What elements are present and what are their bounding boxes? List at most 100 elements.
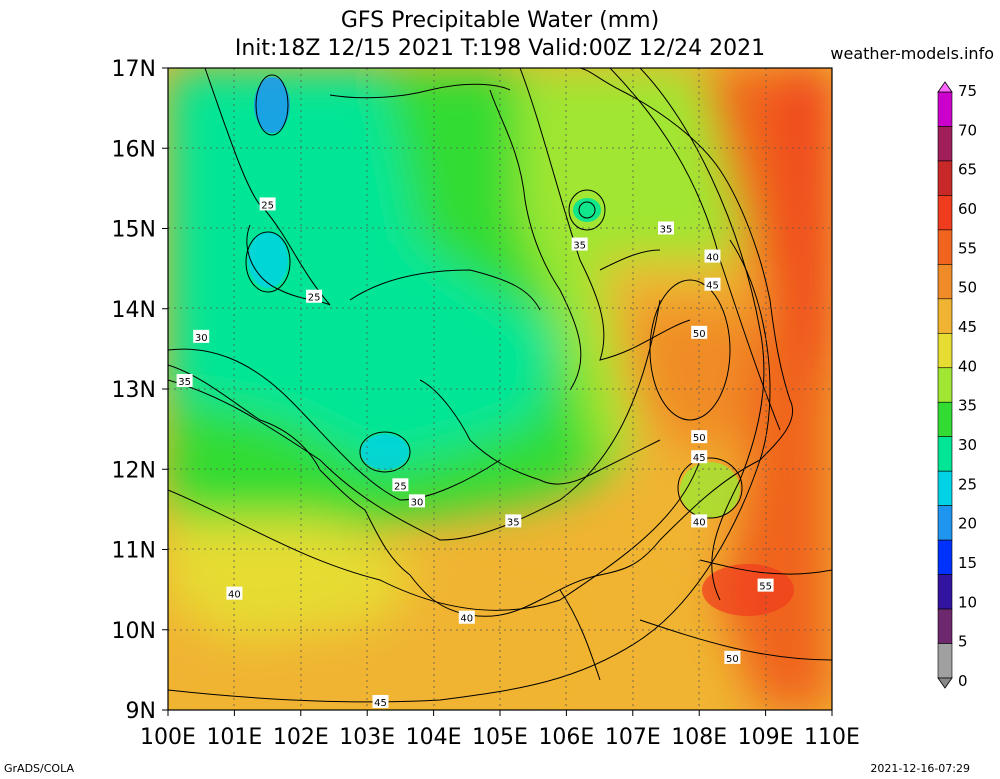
latitude-axis: 17N 16N 15N 14N 13N 12N 11N 10N 9N <box>112 57 168 724</box>
colorbar-label: 40 <box>958 357 977 375</box>
contour-label: 25 <box>306 289 323 304</box>
contour-label: 35 <box>176 373 193 388</box>
lon-tick-label: 109E <box>738 725 794 750</box>
colorbar-swatch <box>937 264 953 300</box>
lon-tick-label: 107E <box>605 725 661 750</box>
lon-tick-label: 108E <box>671 725 727 750</box>
svg-text:40: 40 <box>228 590 241 601</box>
svg-text:30: 30 <box>195 333 208 344</box>
lon-tick-label: 102E <box>273 725 329 750</box>
colorbar-swatch <box>937 505 953 541</box>
svg-text:35: 35 <box>573 241 586 252</box>
svg-text:50: 50 <box>693 329 706 340</box>
lon-tick-label: 106E <box>538 725 594 750</box>
colorbar-swatch <box>937 126 953 162</box>
colorbar-max-arrow <box>937 81 953 93</box>
chart-subtitle: Init:18Z 12/15 2021 T:198 Valid:00Z 12/2… <box>234 36 766 61</box>
footer-timestamp: 2021-12-16-07:29 <box>870 762 970 775</box>
contour-label: 30 <box>409 494 425 508</box>
colorbar-label: 0 <box>958 672 968 690</box>
svg-text:25: 25 <box>394 481 407 492</box>
colorbar-swatch <box>937 229 953 265</box>
colorbar-swatch <box>937 436 953 472</box>
colorbar-swatch <box>937 298 953 334</box>
svg-text:40: 40 <box>460 614 473 625</box>
contour-label: 50 <box>691 325 708 340</box>
contour-label: 25 <box>259 197 276 211</box>
colorbar-swatch <box>937 367 953 403</box>
lon-tick-label: 104E <box>406 725 462 750</box>
colorbar-label: 5 <box>958 633 968 651</box>
contour-label: 30 <box>193 329 210 344</box>
colorbar-label: 20 <box>958 515 977 533</box>
lat-tick-label: 9N <box>126 699 156 724</box>
boundary-lines <box>168 68 794 681</box>
colorbar-swatch <box>937 160 953 196</box>
contour-label: 45 <box>372 694 389 709</box>
contour-label: 55 <box>757 578 774 593</box>
colorbar-swatch <box>937 401 953 438</box>
svg-text:45: 45 <box>374 698 387 709</box>
footer-software: GrADS/COLA <box>4 762 74 775</box>
colorbar-label: 70 <box>958 121 977 139</box>
colorbar-swatch <box>937 608 953 644</box>
contour-label: 40 <box>704 249 721 264</box>
svg-text:25: 25 <box>308 293 321 304</box>
colorbar-label: 75 <box>958 82 977 100</box>
colorbar-swatch <box>937 332 953 369</box>
lat-tick-label: 11N <box>112 539 156 564</box>
colorbar-label: 50 <box>958 279 977 297</box>
svg-text:35: 35 <box>178 377 191 388</box>
colorbar-label: 30 <box>958 436 977 454</box>
lat-tick-label: 16N <box>112 137 156 162</box>
colorbar-swatch <box>937 91 953 127</box>
svg-text:35: 35 <box>660 225 673 236</box>
svg-text:50: 50 <box>726 654 739 665</box>
site-label: weather-models.info <box>830 44 994 63</box>
colorbar-label: 15 <box>958 554 977 572</box>
svg-text:50: 50 <box>693 433 706 444</box>
contour-label: 35 <box>571 237 588 252</box>
colorbar-label: 60 <box>958 200 977 218</box>
colorbar-label: 55 <box>958 239 977 257</box>
lat-tick-label: 10N <box>112 619 156 644</box>
contour-label: 50 <box>724 650 741 665</box>
colorbar-swatch <box>937 539 953 575</box>
svg-text:40: 40 <box>706 253 719 264</box>
colorbar-swatch <box>937 643 953 679</box>
svg-text:45: 45 <box>693 453 706 464</box>
svg-text:45: 45 <box>706 281 719 292</box>
lat-tick-label: 12N <box>112 458 156 483</box>
svg-text:25: 25 <box>261 200 274 211</box>
colorbar-label: 35 <box>958 397 977 415</box>
contour-label: 35 <box>658 221 674 236</box>
colorbar-label: 10 <box>958 593 977 611</box>
lat-tick-label: 14N <box>112 298 156 323</box>
contour-label: 45 <box>691 450 708 464</box>
graticule <box>168 68 832 710</box>
lon-tick-label: 100E <box>140 725 196 750</box>
lon-tick-label: 110E <box>804 725 860 750</box>
colorbar-label: 25 <box>958 475 977 493</box>
svg-text:35: 35 <box>507 517 520 528</box>
svg-text:55: 55 <box>759 582 772 593</box>
longitude-axis: 100E 101E 102E 103E 104E 105E 106E 107E 108E 109E… <box>140 710 860 750</box>
contour-label: 25 <box>392 478 409 492</box>
contour-label-group: 25 25 30 35 25 30 35 40 40 45 35 35 40 45 50 50 45 40 55 50 <box>176 197 774 709</box>
contour-label: 40 <box>226 586 243 601</box>
lon-tick-label: 103E <box>339 725 395 750</box>
contour-label: 40 <box>458 610 475 625</box>
contour-label: 40 <box>691 514 708 528</box>
svg-text:40: 40 <box>693 517 706 528</box>
colorbar-swatch <box>937 195 953 231</box>
lon-tick-label: 105E <box>472 725 528 750</box>
colorbar-swatch <box>937 574 953 610</box>
lat-tick-label: 17N <box>112 57 156 82</box>
lat-tick-label: 13N <box>112 378 156 403</box>
lon-tick-label: 101E <box>206 725 262 750</box>
lat-tick-label: 15N <box>112 218 156 243</box>
contour-label: 35 <box>505 514 522 528</box>
chart-title: GFS Precipitable Water (mm) <box>340 8 660 33</box>
